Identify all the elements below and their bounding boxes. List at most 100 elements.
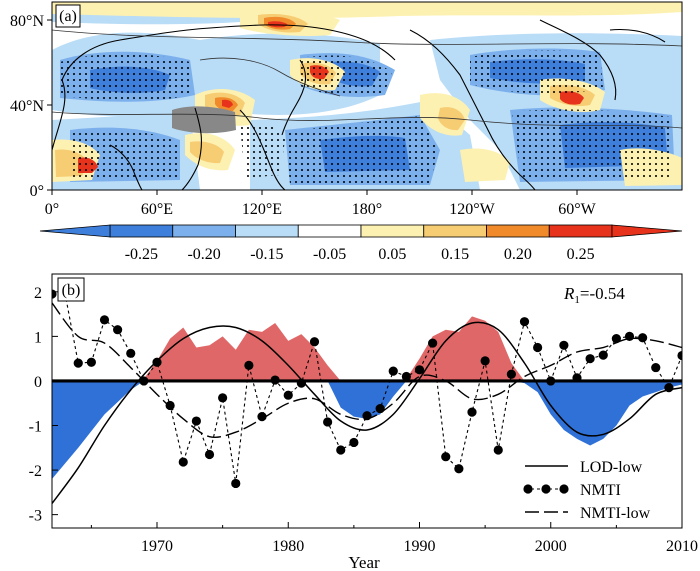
- nmti-point: [152, 357, 162, 367]
- colorbar-segment: [360, 224, 425, 238]
- correlation-value: =-0.54: [580, 284, 625, 303]
- colorbar-segment: [172, 224, 236, 238]
- significance-stippling: [60, 50, 673, 184]
- nmti-point: [585, 354, 595, 364]
- x-tick-label: 1980: [272, 538, 304, 555]
- lon-tick-label: 60°W: [558, 201, 596, 218]
- contour-lines: [52, 29, 682, 129]
- legend-nmti-marker: [523, 484, 533, 494]
- y-tick-label: 2: [34, 285, 42, 302]
- legend-label: LOD-low: [580, 459, 643, 476]
- map-lat-axis: [47, 19, 52, 191]
- x-tick-label: 2000: [535, 538, 567, 555]
- colorbar-tick-label: -0.25: [125, 246, 158, 263]
- lon-tick-label: 0°: [45, 201, 59, 218]
- y-tick-label: -1: [29, 419, 42, 436]
- nmti-point: [375, 403, 385, 414]
- y-tick-label: 1: [34, 329, 42, 346]
- nmti-point: [493, 445, 503, 455]
- correlation-annotation: R1=-0.54: [563, 284, 625, 306]
- nmti-point: [401, 371, 411, 382]
- nmti-point: [480, 356, 490, 366]
- nmti-points: [52, 289, 682, 489]
- nmti-point: [204, 449, 215, 460]
- nmti-point: [388, 366, 398, 376]
- colorbar-tick-label: -0.15: [250, 246, 283, 263]
- nmti-point: [428, 338, 438, 348]
- x-axis: 1970 1980 1990 2000 2010: [90, 522, 698, 555]
- nmti-point: [178, 457, 188, 467]
- lon-tick-label: 60°E: [141, 201, 173, 218]
- x-axis-label: Year: [348, 553, 380, 571]
- nmti-point: [73, 358, 83, 368]
- nmti-point: [624, 331, 635, 341]
- lon-tick-label: 180°: [352, 201, 382, 218]
- timeseries-plot-area: [52, 289, 682, 504]
- coastlines: [52, 19, 666, 190]
- nmti-point: [519, 317, 530, 327]
- colorbar-tick-label: 0.25: [567, 246, 595, 263]
- colorbar-low-extend: [39, 224, 111, 238]
- nmti-point: [336, 445, 346, 455]
- nmti-point: [572, 373, 582, 383]
- nmti-point: [165, 400, 175, 411]
- nmti-point: [441, 452, 451, 462]
- nmti-point: [309, 337, 320, 347]
- colorbar-tick-label: 0.20: [504, 246, 532, 263]
- nmti-point: [638, 333, 648, 343]
- colorbar-segment: [548, 224, 613, 238]
- map-lon-axis: [51, 190, 578, 195]
- colorbar-segment: [423, 224, 487, 238]
- legend-label: NMTI-low: [580, 505, 651, 522]
- y-axis: -3 -2 -1 0 1 2: [29, 285, 58, 525]
- nmti-point: [126, 348, 136, 358]
- panel-a-label-box: [55, 4, 81, 28]
- nmti-point: [99, 315, 110, 325]
- nmti-point: [231, 478, 241, 489]
- correlation-symbol: R: [563, 284, 575, 303]
- nmti-point: [139, 376, 149, 386]
- timeseries-frame: [51, 273, 683, 529]
- x-tick-label: 1990: [404, 538, 436, 555]
- colorbar-tick-label: -0.20: [187, 246, 220, 263]
- colorbar-high-extend: [611, 224, 683, 238]
- panel-a-label: (a): [59, 8, 77, 25]
- map-field: [52, 2, 682, 190]
- nmti-point: [218, 393, 228, 403]
- nmti-point: [323, 417, 333, 427]
- nmti-point: [506, 369, 516, 379]
- nmti-point: [296, 378, 306, 388]
- colorbar-segment: [235, 224, 299, 238]
- lon-tick-label: 120°W: [449, 201, 495, 218]
- nmti-point: [546, 376, 556, 386]
- y-tick-label: -2: [29, 463, 42, 480]
- nmti-point: [283, 390, 293, 400]
- panel-b-label-box: [57, 277, 85, 302]
- y-tick-label: 0: [34, 374, 42, 391]
- correlation-subscript: 1: [574, 294, 580, 306]
- colorbar-segment: [486, 224, 550, 238]
- colorbar: -0.25 -0.20 -0.15 -0.05 0.05 0.15 0.20 0.25: [39, 224, 683, 263]
- map-panel: (a) 0° 40°N 80°N 0° 60°E 120°E 180° 120°…: [10, 1, 683, 218]
- lat-tick-label: 40°N: [10, 98, 44, 115]
- nmti-point: [611, 334, 621, 344]
- y-tick-label: -3: [29, 508, 42, 525]
- nmti-point: [533, 342, 543, 353]
- legend-nmti-marker: [559, 484, 569, 494]
- panel-b-label: (b): [62, 282, 81, 299]
- colorbar-tick-label: -0.05: [313, 246, 346, 263]
- nmti-point: [86, 357, 96, 367]
- lat-tick-label: 0°: [30, 183, 44, 200]
- legend-label: NMTI: [580, 482, 621, 499]
- nmti-point: [349, 437, 359, 448]
- nmti-point: [598, 350, 608, 360]
- nmti-point: [467, 407, 477, 417]
- nmti-point: [362, 411, 372, 421]
- nmti-point: [664, 383, 674, 393]
- nmti-point: [677, 350, 682, 361]
- legend: LOD-low NMTI NMTI-low: [523, 459, 651, 522]
- x-tick-label: 2010: [666, 538, 698, 555]
- colorbar-tick-label: 0.15: [441, 246, 469, 263]
